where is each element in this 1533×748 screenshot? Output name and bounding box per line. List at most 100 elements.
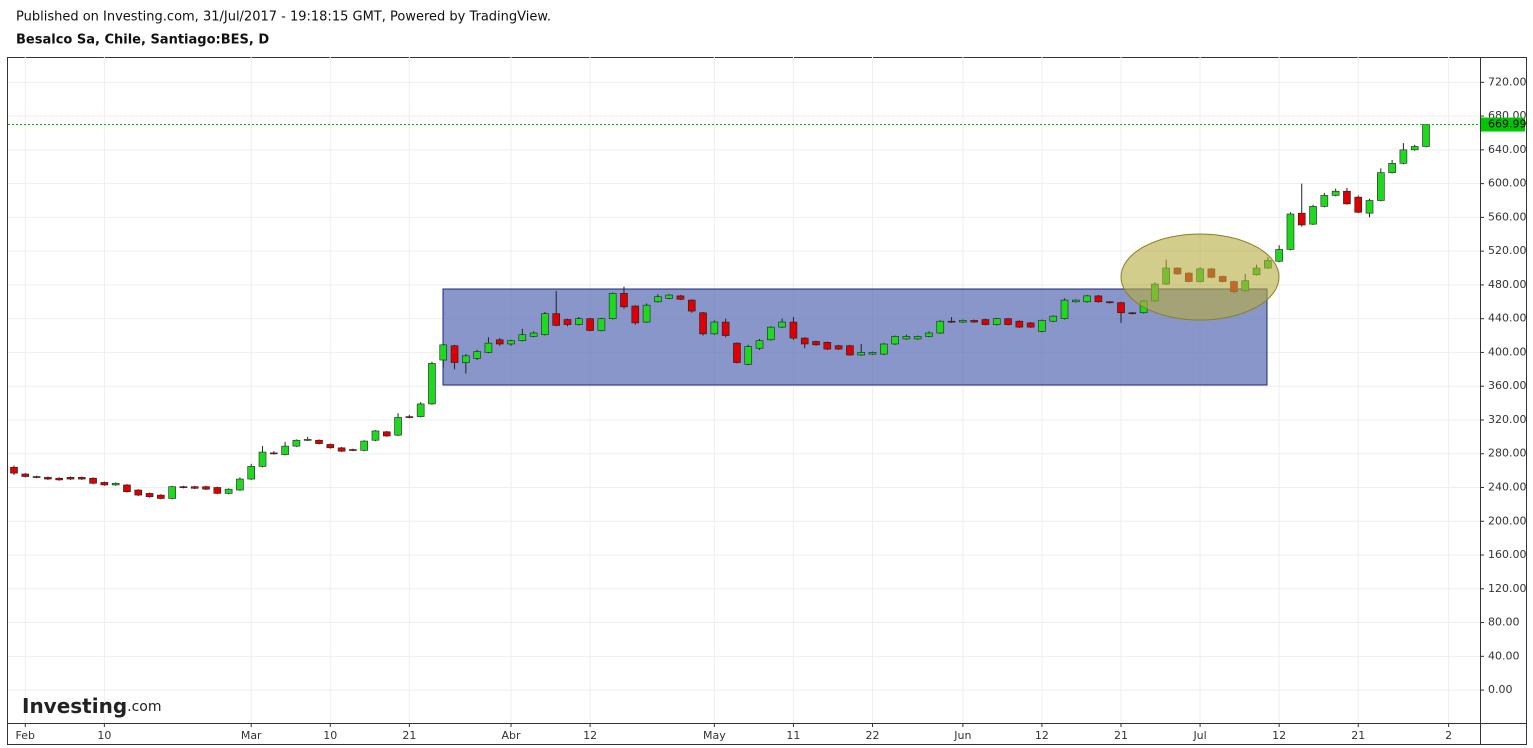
logo: Investing.com [22, 694, 162, 718]
y-tick-label: 0.00 [1488, 683, 1513, 696]
candle-body [687, 299, 696, 312]
candle-body [349, 449, 357, 451]
candle-body [1320, 195, 1329, 207]
candle-body [66, 477, 75, 480]
candle-body [902, 336, 911, 340]
candle-body [925, 332, 933, 337]
candle-body [981, 319, 990, 325]
candle-body [1072, 299, 1080, 303]
candle-body [1105, 301, 1114, 304]
candle-body [767, 326, 775, 341]
x-tick-label: Jul [1192, 729, 1206, 742]
candle-body [382, 431, 391, 437]
x-tick-label: 21 [1351, 729, 1365, 742]
candle-body [823, 342, 832, 350]
logo-suffix: .com [127, 699, 161, 715]
candle-body [270, 452, 278, 455]
candle-body [891, 336, 899, 345]
candle-body [224, 488, 233, 494]
published-line: Published on Investing.com, 31/Jul/2017 … [16, 10, 551, 25]
candle-body [44, 477, 52, 480]
candle-body [800, 337, 809, 345]
candle-body [405, 416, 414, 418]
y-tick-label: 520.00 [1488, 244, 1527, 257]
logo-name: Investing [22, 694, 127, 718]
y-tick-label: 320.00 [1488, 413, 1527, 426]
candle-body [1399, 149, 1408, 164]
x-tick-label: 12 [583, 729, 597, 742]
candle-body [789, 321, 798, 339]
candle-body [879, 343, 888, 355]
candle-body [1060, 299, 1069, 319]
x-tick-label: 22 [865, 729, 879, 742]
y-tick-label: 360.00 [1488, 379, 1527, 392]
candle-body [292, 439, 301, 447]
y-tick-label: 400.00 [1488, 345, 1527, 358]
candle-body [360, 440, 368, 451]
y-tick-label: 480.00 [1488, 278, 1527, 291]
candle-body [179, 486, 188, 488]
highlight-ellipse [1120, 233, 1280, 321]
candle-body [992, 318, 1001, 325]
x-tick-label: 12 [1035, 729, 1049, 742]
candle-body [450, 345, 459, 363]
candle-body [21, 473, 30, 477]
candle-body [123, 484, 131, 493]
y-tick-label: 80.00 [1488, 616, 1520, 629]
candle-body [812, 341, 820, 346]
candle-body [428, 363, 436, 405]
range-box [442, 288, 1268, 386]
candle-body [947, 320, 956, 323]
y-tick-label: 160.00 [1488, 548, 1527, 561]
candle-body [744, 346, 753, 365]
candle-body [846, 345, 854, 356]
candle-body [462, 355, 470, 363]
candle-body [1117, 302, 1125, 314]
candle-body [1410, 146, 1419, 151]
y-tick-label: 280.00 [1488, 447, 1527, 460]
candle-body [168, 486, 176, 499]
candle-body [1343, 190, 1351, 205]
candle-body [473, 351, 481, 359]
candle-body [959, 320, 967, 323]
candle-body [1331, 190, 1340, 196]
chart-frame [7, 57, 1527, 745]
y-tick-label: 600.00 [1488, 177, 1527, 190]
candle-body [710, 321, 719, 335]
candle-body [202, 486, 210, 490]
candle-body [834, 345, 843, 350]
last-price-box [1481, 117, 1525, 132]
candle-body [134, 489, 143, 496]
candle-body [394, 417, 402, 436]
candle-body [620, 293, 628, 308]
candle-body [676, 295, 685, 300]
candle-body [755, 340, 764, 349]
candle-body [597, 318, 606, 331]
candle-body [574, 318, 583, 325]
candle-body [1094, 295, 1103, 303]
candle-body [32, 476, 41, 478]
candle-body [55, 477, 63, 481]
candle-body [699, 312, 707, 335]
candle-body [1038, 320, 1046, 332]
candle-body [1297, 212, 1306, 226]
y-tick-label: 560.00 [1488, 210, 1527, 223]
candle-body [190, 486, 199, 489]
candle-body [721, 321, 730, 336]
candle-body [111, 482, 120, 486]
y-tick-label: 240.00 [1488, 480, 1527, 493]
candle-body [936, 320, 945, 334]
candle-body [654, 296, 662, 303]
x-tick-label: May [703, 729, 726, 742]
x-tick-label: Abr [502, 729, 522, 742]
y-tick-label: 440.00 [1488, 312, 1527, 325]
x-tick-label: 21 [402, 729, 416, 742]
candle-body [563, 319, 572, 325]
y-tick-label: 640.00 [1488, 143, 1527, 156]
candle-body [529, 332, 538, 337]
candle-body [608, 293, 617, 319]
axes: 0.00 40.00 80.00 120.00 160.00 200.00 240.00 28… [8, 75, 1527, 742]
candle-body [913, 336, 922, 340]
